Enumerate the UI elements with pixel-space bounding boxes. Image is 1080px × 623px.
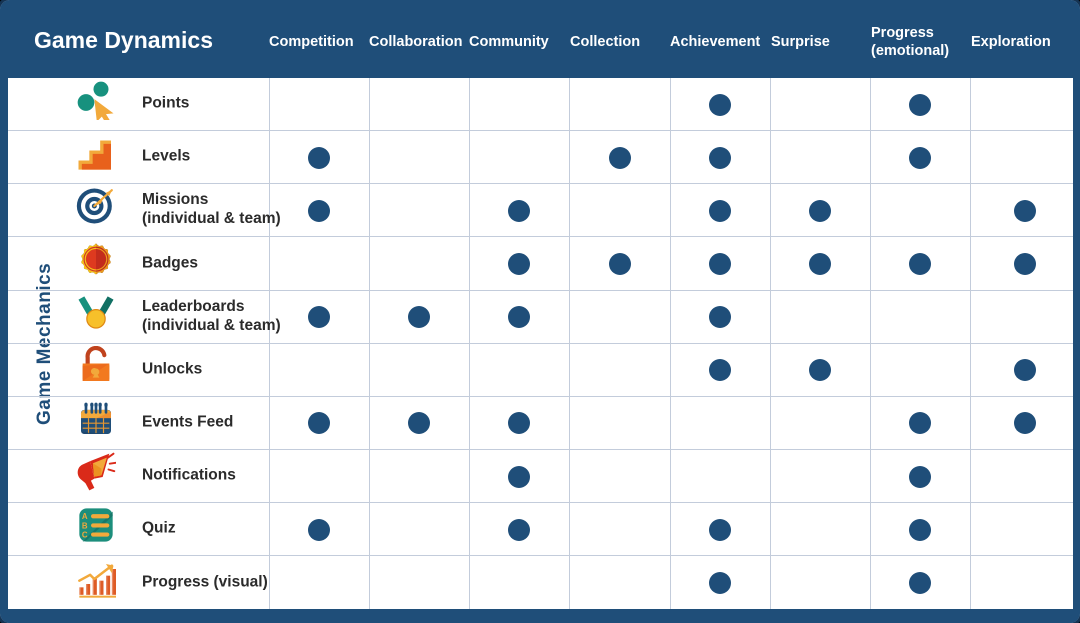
svg-text:C: C bbox=[82, 531, 88, 540]
svg-text:A: A bbox=[82, 512, 88, 521]
svg-text:B: B bbox=[82, 522, 88, 531]
